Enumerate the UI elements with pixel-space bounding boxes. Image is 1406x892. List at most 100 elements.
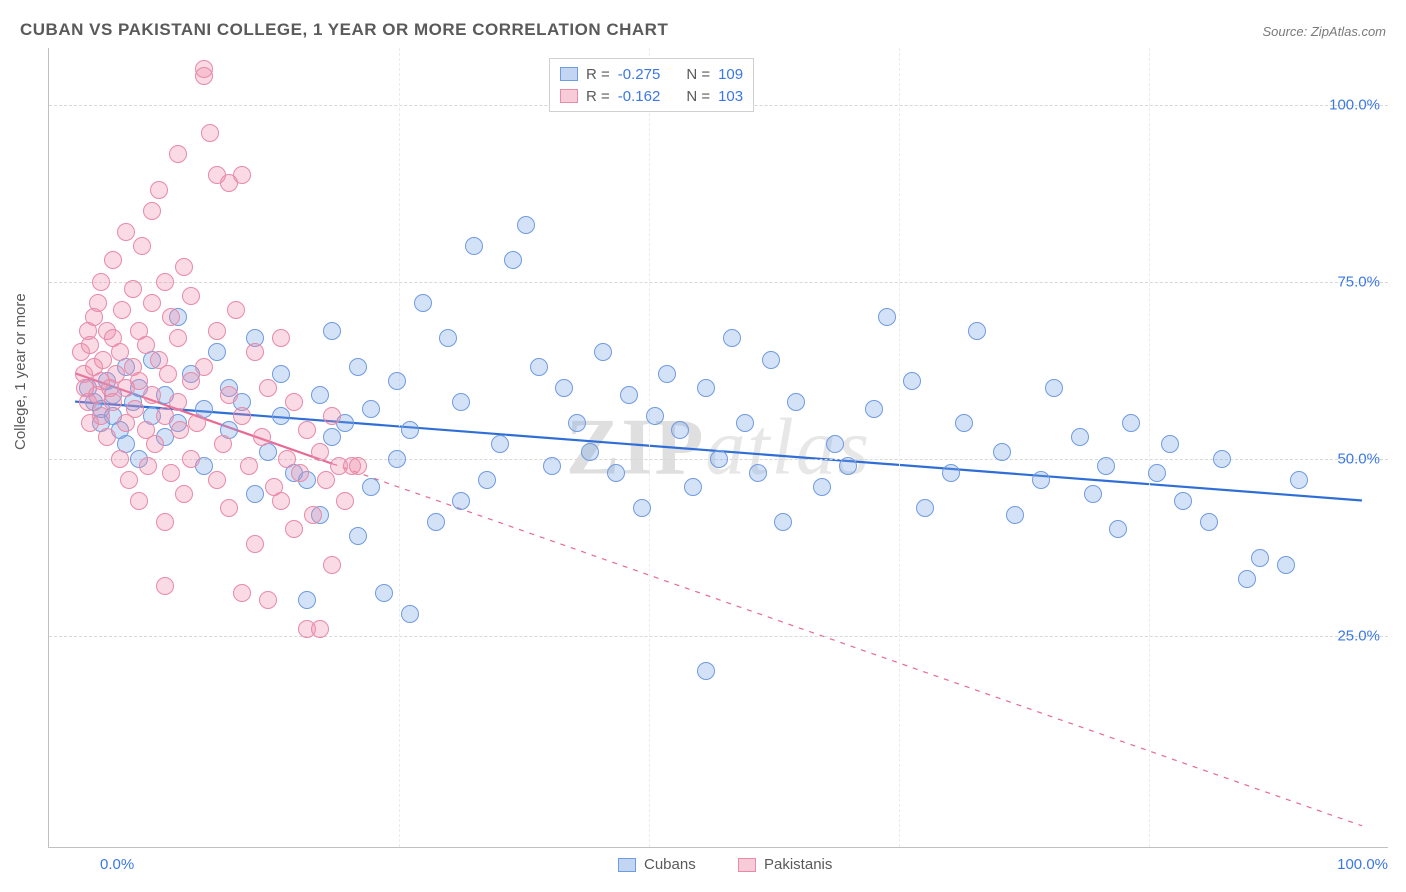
scatter-point — [452, 393, 470, 411]
legend-swatch — [560, 89, 578, 103]
scatter-point — [159, 365, 177, 383]
scatter-point — [620, 386, 638, 404]
scatter-point — [272, 407, 290, 425]
x-tick-label: 100.0% — [1337, 856, 1388, 873]
legend-label: Pakistanis — [764, 856, 832, 873]
scatter-point — [130, 492, 148, 510]
scatter-point — [169, 393, 187, 411]
scatter-point — [311, 443, 329, 461]
scatter-point — [749, 464, 767, 482]
legend-swatch — [618, 858, 636, 872]
scatter-point — [478, 471, 496, 489]
scatter-point — [336, 492, 354, 510]
scatter-point — [362, 400, 380, 418]
scatter-point — [175, 258, 193, 276]
scatter-point — [117, 223, 135, 241]
scatter-point — [1097, 457, 1115, 475]
scatter-point — [146, 435, 164, 453]
scatter-point — [253, 428, 271, 446]
scatter-point — [259, 591, 277, 609]
scatter-point — [1238, 570, 1256, 588]
scatter-point — [143, 294, 161, 312]
scatter-point — [240, 457, 258, 475]
scatter-point — [658, 365, 676, 383]
scatter-point — [182, 287, 200, 305]
scatter-point — [1071, 428, 1089, 446]
scatter-point — [1109, 520, 1127, 538]
scatter-point — [120, 471, 138, 489]
scatter-point — [1084, 485, 1102, 503]
scatter-point — [684, 478, 702, 496]
scatter-point — [555, 379, 573, 397]
scatter-point — [671, 421, 689, 439]
scatter-point — [311, 620, 329, 638]
n-label: N = — [686, 88, 710, 105]
scatter-point — [317, 471, 335, 489]
scatter-point — [143, 386, 161, 404]
scatter-point — [401, 605, 419, 623]
scatter-point — [439, 329, 457, 347]
scatter-point — [1251, 549, 1269, 567]
scatter-point — [304, 506, 322, 524]
scatter-point — [214, 435, 232, 453]
scatter-point — [220, 499, 238, 517]
scatter-point — [201, 124, 219, 142]
scatter-point — [774, 513, 792, 531]
scatter-point — [465, 237, 483, 255]
scatter-point — [169, 145, 187, 163]
scatter-point — [916, 499, 934, 517]
plot-area: ZIPatlas 25.0%50.0%75.0%100.0%R =-0.275N… — [48, 48, 1388, 848]
scatter-point — [233, 584, 251, 602]
scatter-point — [1122, 414, 1140, 432]
scatter-point — [349, 457, 367, 475]
scatter-point — [594, 343, 612, 361]
scatter-point — [1277, 556, 1295, 574]
scatter-point — [285, 520, 303, 538]
scatter-point — [633, 499, 651, 517]
scatter-point — [607, 464, 625, 482]
scatter-point — [233, 407, 251, 425]
scatter-point — [175, 485, 193, 503]
scatter-point — [285, 393, 303, 411]
scatter-point — [517, 216, 535, 234]
scatter-point — [955, 414, 973, 432]
gridline-v — [899, 48, 900, 847]
scatter-point — [543, 457, 561, 475]
scatter-point — [968, 322, 986, 340]
scatter-point — [710, 450, 728, 468]
legend-swatch — [738, 858, 756, 872]
scatter-point — [826, 435, 844, 453]
scatter-point — [246, 343, 264, 361]
scatter-point — [530, 358, 548, 376]
scatter-point — [813, 478, 831, 496]
scatter-point — [362, 478, 380, 496]
watermark-part2: atlas — [705, 403, 871, 491]
chart-title: CUBAN VS PAKISTANI COLLEGE, 1 YEAR OR MO… — [20, 20, 668, 40]
scatter-point — [104, 251, 122, 269]
scatter-point — [156, 577, 174, 595]
scatter-point — [697, 662, 715, 680]
scatter-point — [92, 407, 110, 425]
r-label: R = — [586, 88, 610, 105]
scatter-point — [452, 492, 470, 510]
scatter-point — [504, 251, 522, 269]
scatter-point — [220, 386, 238, 404]
scatter-point — [839, 457, 857, 475]
gridline-v — [649, 48, 650, 847]
gridline-h — [49, 282, 1388, 283]
scatter-point — [1045, 379, 1063, 397]
scatter-point — [723, 329, 741, 347]
legend-item: Cubans — [618, 856, 696, 873]
scatter-point — [1006, 506, 1024, 524]
scatter-point — [1290, 471, 1308, 489]
scatter-point — [208, 322, 226, 340]
scatter-point — [126, 400, 144, 418]
scatter-point — [1161, 435, 1179, 453]
scatter-point — [98, 428, 116, 446]
scatter-point — [323, 407, 341, 425]
scatter-point — [111, 450, 129, 468]
scatter-point — [1174, 492, 1192, 510]
scatter-point — [1148, 464, 1166, 482]
scatter-point — [156, 407, 174, 425]
r-value: -0.275 — [618, 66, 661, 83]
